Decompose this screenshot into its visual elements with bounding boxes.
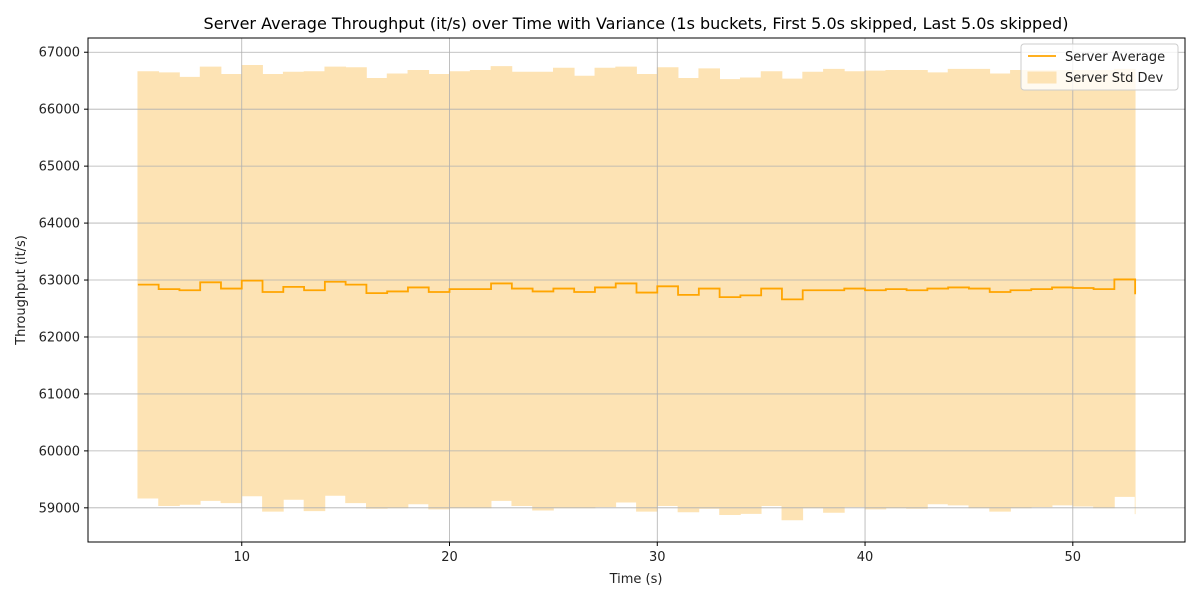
x-tick-label: 20 [441,550,458,565]
x-ticks: 10 20 30 40 50 [233,542,1081,565]
x-axis-label: Time (s) [609,572,663,587]
y-tick-label: 67000 [39,46,80,61]
plot-area [87,37,1186,543]
legend-std-dev-swatch [1027,71,1057,84]
legend-std-dev-label: Server Std Dev [1065,71,1164,86]
legend-box [1020,43,1179,91]
y-tick-label: 59000 [39,501,80,516]
plot-frame [87,37,1186,543]
y-tick-label: 64000 [39,217,80,232]
x-tick-label: 50 [1065,550,1082,565]
y-tick-label: 61000 [39,387,80,402]
y-tick-label: 66000 [39,103,80,118]
y-tick-label: 60000 [39,444,80,459]
x-tick-label: 30 [649,550,666,565]
y-axis-label: Throughput (it/s) [14,235,29,346]
y-tick-label: 62000 [39,330,80,345]
y-ticks: 59000 60000 61000 62000 63000 64000 65000 66000… [39,46,88,516]
average-line-layer [137,278,1137,301]
chart-title: Server Average Throughput (it/s) over Ti… [204,14,1069,33]
series-server-average [137,278,1137,301]
legend-average-label: Server Average [1065,50,1165,65]
y-tick-label: 63000 [39,274,80,289]
x-tick-label: 10 [233,550,250,565]
x-tick-label: 40 [857,550,874,565]
y-tick-label: 65000 [39,160,80,175]
legend: Server Average Server Std Dev [1020,43,1179,91]
